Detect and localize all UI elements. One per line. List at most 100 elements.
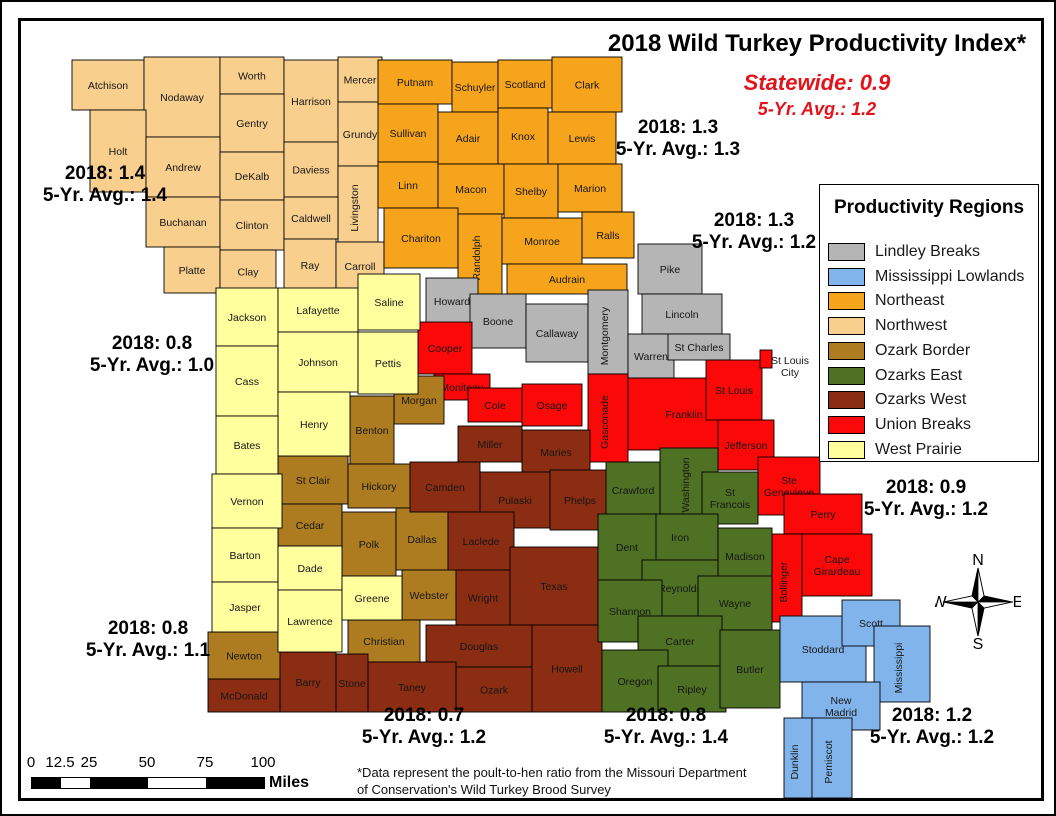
county-dade: Dade: [277, 545, 343, 591]
county-label: Harrison: [291, 96, 331, 108]
county-label: Wayne: [719, 598, 751, 610]
county-chariton: Chariton: [383, 207, 459, 269]
county-andrew: Andrew: [145, 136, 221, 198]
county-shape: [383, 207, 459, 269]
county-macon: Macon: [437, 163, 505, 215]
county-shape: [219, 151, 285, 201]
legend-swatch-ozarks-east: [828, 366, 865, 385]
county-label: St Clair: [296, 475, 331, 487]
county-perry: Perry: [783, 493, 863, 535]
county-callaway: Callaway: [525, 303, 589, 363]
county-label: Christian: [363, 636, 405, 648]
county-label: Dade: [297, 563, 322, 575]
county-shape: [215, 287, 279, 347]
county-shape: [525, 303, 589, 363]
county-label: Barry: [295, 677, 321, 689]
county-benton: Benton: [349, 395, 395, 465]
county-grundy: Grundy: [337, 101, 383, 167]
county-shape: [163, 246, 221, 294]
county-shape: [377, 59, 453, 105]
county-shape: [337, 101, 383, 167]
county-label: Wright: [468, 593, 498, 605]
county-boone: Boone: [469, 293, 527, 349]
county-label: Crawford: [612, 485, 655, 497]
county-label: Warren: [634, 351, 668, 363]
compass-s-label: S: [973, 636, 984, 650]
county-pike: Pike: [637, 243, 703, 295]
footnote-line-1: *Data represent the poult-to-hen ratio f…: [357, 765, 747, 780]
county-label: Audrain: [549, 274, 585, 286]
county-lewis: Lewis: [547, 111, 617, 165]
county-label: Scotland: [505, 79, 546, 91]
county-marion: Marion: [557, 163, 623, 213]
county-shape: [587, 373, 629, 463]
county-label: Knox: [511, 131, 536, 143]
scalebar-segment: [90, 778, 148, 788]
compass-e-label: E: [1013, 594, 1021, 611]
county-shape: [811, 717, 853, 799]
stat-lindley-breaks-5yr: 5-Yr. Avg.: 1.2: [691, 232, 817, 253]
county-label: Washington: [680, 457, 692, 512]
county-label: Morgan: [401, 395, 437, 407]
county-clark: Clark: [551, 56, 623, 113]
legend-label: Mississippi Lowlands: [875, 267, 1025, 285]
county-shape: [395, 507, 449, 571]
county-cooper: Cooper: [417, 321, 473, 375]
county-maries: Maries: [521, 429, 591, 475]
county-pulaski: Pulaski: [479, 471, 551, 529]
scalebar-segment: [148, 778, 206, 788]
county-shape: [521, 429, 591, 475]
compass-w-label: W: [935, 594, 947, 611]
county-shape: [667, 333, 731, 361]
scalebar-segment: [206, 778, 264, 788]
county-label: Lewis: [569, 133, 596, 145]
county-label: Clark: [575, 80, 600, 92]
county-ozark: Ozark: [455, 666, 533, 713]
county-shape: [641, 293, 723, 335]
compass-n-label: N: [972, 554, 984, 569]
county-shape: [509, 546, 599, 626]
county-shape: [277, 503, 343, 547]
county-label: McDonald: [220, 691, 267, 703]
county-label: Buchanan: [159, 217, 206, 229]
legend-label: Lindley Breaks: [875, 243, 980, 260]
county-linn: Linn: [377, 161, 439, 209]
county-mcdonald: McDonald: [207, 678, 281, 713]
county-shape: [409, 461, 481, 513]
county-newton: Newton: [207, 631, 281, 680]
county-shape: [425, 277, 479, 325]
scalebar-bar: [31, 777, 265, 789]
county-adair: Adair: [437, 111, 499, 165]
county-label: Henry: [300, 419, 329, 431]
county-label: Benton: [355, 425, 388, 437]
county-shape: [283, 59, 339, 143]
county-stone: Stone: [335, 653, 369, 713]
county-label: Caldwell: [291, 213, 331, 225]
legend-label: Ozarks West: [875, 391, 967, 409]
county-shape: [335, 653, 369, 713]
county-label: Livingston: [349, 184, 361, 231]
county-shape: [521, 383, 583, 427]
county-lawrence: Lawrence: [277, 589, 343, 653]
scalebar-segment: [61, 778, 90, 788]
county-label: St Francois: [710, 487, 750, 511]
county-shape: [219, 93, 285, 153]
county-shape: [601, 649, 669, 713]
county-hickory: Hickory: [347, 463, 411, 509]
county-label: Phelps: [564, 495, 596, 507]
county-madison: Madison: [717, 527, 773, 585]
county-howard: Howard: [425, 277, 479, 325]
county-barry: Barry: [279, 651, 337, 713]
county-webster: Webster: [401, 569, 457, 621]
county-mississippi: Mississippi: [873, 625, 931, 703]
county-shape: [637, 243, 703, 295]
county-label: Cole: [484, 400, 506, 412]
county-shape: [347, 463, 411, 509]
county-label: Clinton: [236, 220, 269, 232]
county-label: Stoddard: [802, 644, 845, 656]
county-gentry: Gentry: [219, 93, 285, 153]
statewide-5yr-avg: 5-Yr. Avg.: 1.2: [757, 99, 877, 119]
legend-label: Ozarks East: [875, 366, 963, 384]
county-label: Taney: [398, 682, 427, 694]
